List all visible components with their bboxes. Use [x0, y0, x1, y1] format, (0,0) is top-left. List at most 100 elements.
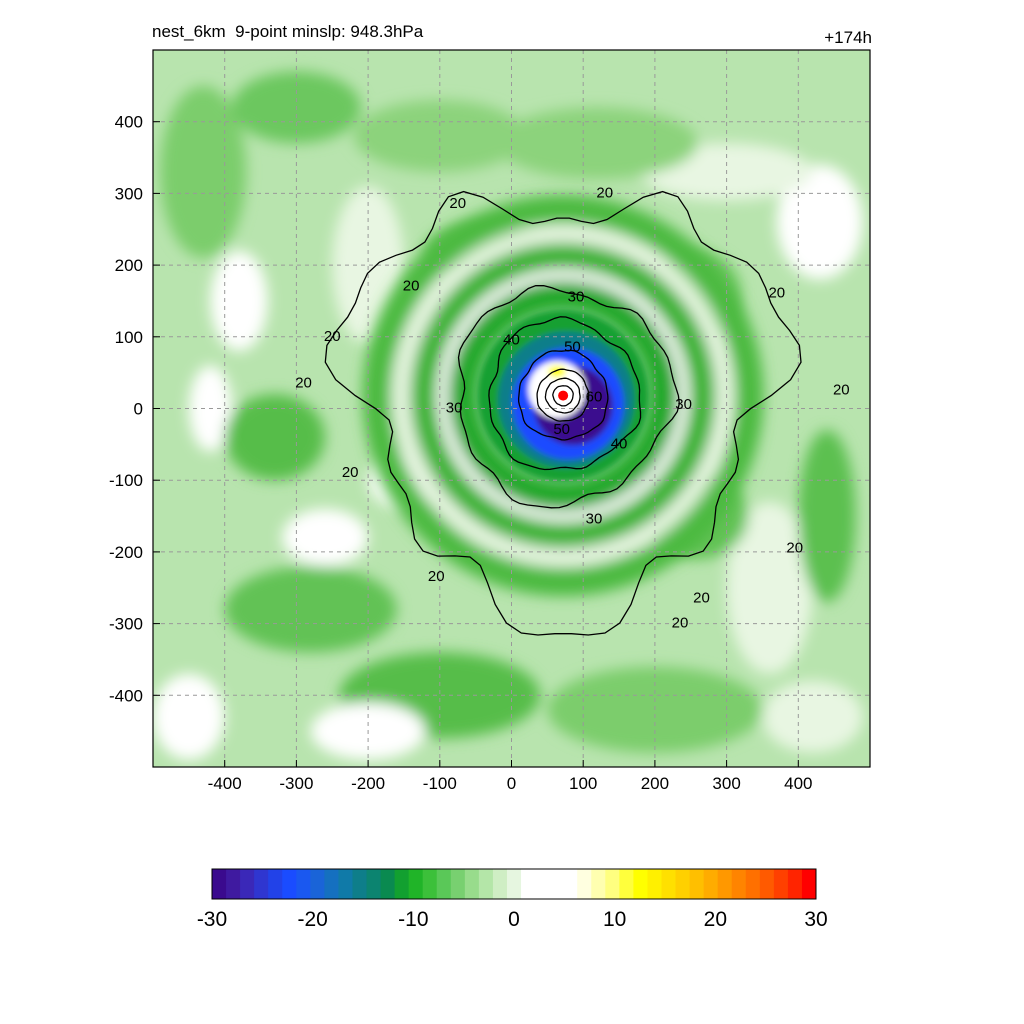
contour-label: 30 [586, 511, 603, 528]
y-tick-label: 200 [115, 256, 143, 275]
contour-line [457, 284, 680, 509]
colorbar-swatch [717, 869, 733, 899]
contour-label: 20 [403, 278, 420, 295]
colorbar-tick-label: 20 [704, 908, 727, 931]
contour-label: 20 [295, 374, 312, 391]
contour-line [517, 349, 609, 441]
colorbar-swatch [268, 869, 283, 899]
colorbar-swatch [661, 869, 677, 899]
colorbar-swatch [801, 869, 817, 899]
contour-label: 20 [833, 382, 850, 399]
colorbar-swatch [773, 869, 789, 899]
contour-label: 30 [446, 399, 463, 416]
x-tick-label: 100 [569, 774, 597, 793]
x-tick-label: -200 [351, 774, 385, 793]
colorbar-swatch [535, 869, 550, 899]
colorbar-swatch [226, 869, 241, 899]
contour-label: 20 [693, 589, 710, 606]
colorbar-swatch [605, 869, 620, 899]
y-axis: 400 300 200 100 0 -100 -200 -300 -400 [109, 113, 160, 705]
contour-label: 20 [342, 464, 359, 481]
colorbar-swatch [506, 869, 522, 899]
colorbar-swatch [563, 869, 578, 899]
contour-label: 20 [786, 539, 803, 556]
colorbar-swatch [366, 869, 382, 899]
contour-label: 60 [586, 389, 603, 406]
contour-line [488, 316, 642, 471]
spiral-bands [362, 195, 764, 597]
colorbar-swatch [703, 869, 719, 899]
contour-label: 20 [324, 328, 341, 345]
colorbar-swatch [464, 869, 480, 899]
x-tick-label: -100 [423, 774, 457, 793]
contour-label: 50 [553, 421, 570, 438]
contour-label: 20 [428, 568, 445, 585]
colorbar-swatch [619, 869, 634, 899]
contour-label: 30 [568, 288, 585, 305]
colorbar-swatch [492, 869, 508, 899]
colorbar-tick-label: 10 [603, 908, 626, 931]
contour-label: 40 [503, 331, 520, 348]
colorbar-swatch [212, 869, 227, 899]
colorbar-swatch [478, 869, 494, 899]
y-tick-label: 300 [115, 184, 143, 203]
colorbar-swatch [240, 869, 255, 899]
y-tick-label: 100 [115, 328, 143, 347]
colorbar-swatch [787, 869, 803, 899]
colorbar-swatch [591, 869, 606, 899]
contour-label: 30 [675, 396, 692, 413]
x-tick-label: 300 [712, 774, 740, 793]
colorbar-swatch [577, 869, 592, 899]
contour-lines [324, 190, 802, 636]
colorbar-swatch [282, 869, 297, 899]
chart-title: nest_6km 9-point minslp: 948.3hPa [152, 22, 424, 41]
contour-label: 20 [672, 615, 689, 632]
x-tick-label: 0 [507, 774, 516, 793]
x-tick-label: -400 [208, 774, 242, 793]
colorbar-swatch [549, 869, 564, 899]
colorbar-swatch [633, 869, 648, 899]
y-tick-label: -300 [109, 615, 143, 634]
contour-line [544, 377, 581, 414]
colorbar-tick-label: 30 [804, 908, 827, 931]
colorbar-swatch [324, 869, 339, 899]
y-tick-label: -100 [109, 471, 143, 490]
colorbar-swatch [422, 869, 438, 899]
colorbar-frame [211, 868, 817, 900]
y-tick-label: -400 [109, 686, 143, 705]
x-tick-label: 200 [641, 774, 669, 793]
storm-center-marker [558, 390, 569, 401]
y-tick-label: 0 [134, 400, 143, 419]
x-tick-label: -300 [279, 774, 313, 793]
colorbar-swatch [338, 869, 353, 899]
colorbar-swatch [436, 869, 452, 899]
colorbar-swatch [352, 869, 368, 899]
colorbar-swatch [689, 869, 705, 899]
colorbar-tick-label: 0 [508, 908, 520, 931]
contour-label: 20 [596, 184, 613, 201]
x-tick-label: 400 [784, 774, 812, 793]
contour-label: 50 [564, 339, 581, 356]
contour-line [536, 368, 590, 422]
x-axis: -400 -300 -200 -100 0 100 200 300 400 [208, 760, 812, 793]
contour-label: 40 [611, 435, 628, 452]
colorbar-swatch [745, 869, 761, 899]
colorbar-swatch [759, 869, 775, 899]
colorbar-swatch [394, 869, 410, 899]
contour-line [552, 385, 574, 407]
contour-label: 20 [768, 285, 785, 302]
y-tick-label: -200 [109, 543, 143, 562]
colorbar-swatch [254, 869, 269, 899]
colorbar-swatch [310, 869, 325, 899]
colorbar-swatch [296, 869, 311, 899]
colorbar-swatch [647, 869, 662, 899]
forecast-hour-label: +174h [824, 28, 872, 47]
colorbar-swatch [380, 869, 396, 899]
contour-label: 20 [449, 195, 466, 212]
colorbar-swatch [731, 869, 747, 899]
colorbar-tick-label: -30 [197, 908, 227, 931]
contour-line [324, 190, 802, 636]
wind-field-shading [153, 50, 870, 767]
